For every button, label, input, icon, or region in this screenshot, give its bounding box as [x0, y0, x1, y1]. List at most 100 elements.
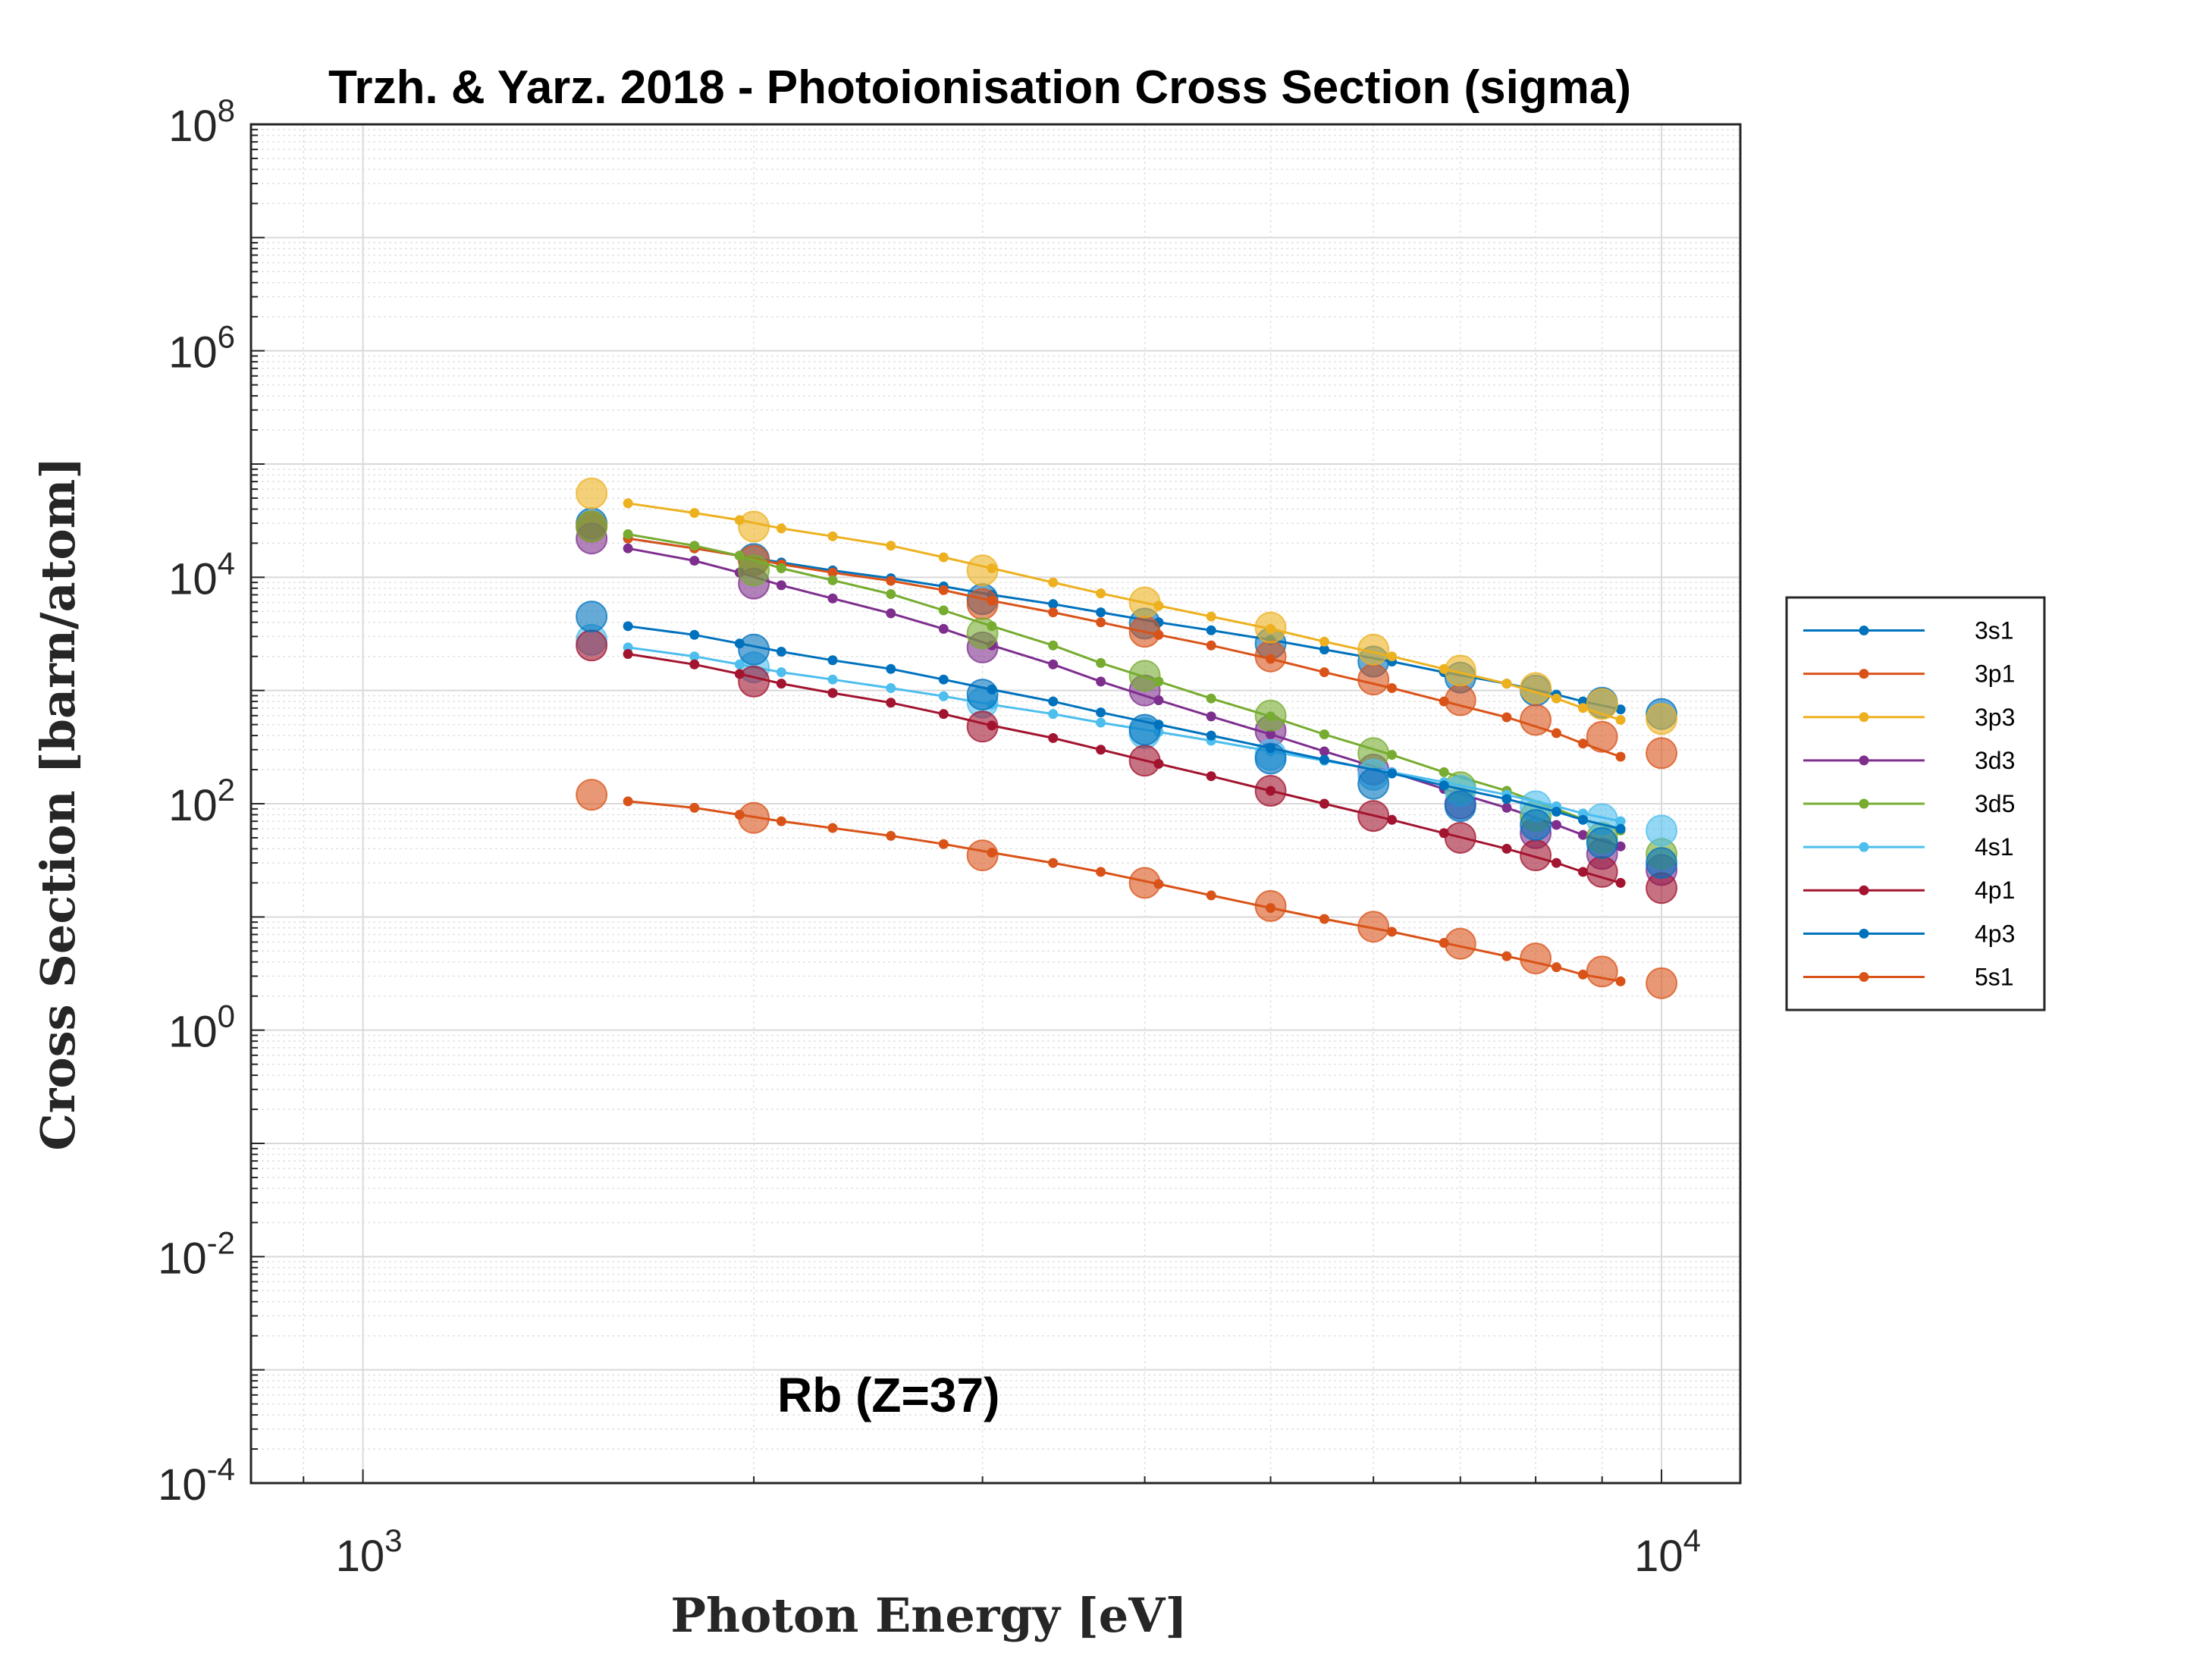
legend-label-4s1: 4s1	[1975, 833, 2014, 861]
data-point	[1577, 814, 1588, 825]
y-tick-label: 104	[168, 545, 235, 604]
reference-marker	[1586, 688, 1618, 720]
reference-marker	[1520, 704, 1552, 736]
data-point	[1206, 730, 1216, 741]
data-point	[1577, 969, 1588, 980]
legend-entries: 3s1 3p1 3p3 3d3 3d5 4s1 4p1 4p3 5s1	[1803, 617, 2015, 990]
reference-marker	[576, 601, 608, 633]
data-point	[1319, 746, 1329, 757]
reference-marker	[1646, 967, 1678, 999]
reference-marker	[1444, 790, 1476, 823]
data-point	[776, 679, 786, 689]
data-point	[623, 621, 633, 632]
series-4p3	[576, 601, 1678, 880]
data-point	[1048, 659, 1059, 670]
data-point	[1048, 607, 1059, 618]
data-point	[623, 796, 633, 807]
data-point	[938, 623, 949, 634]
data-point	[827, 688, 838, 698]
legend-marker-3s1	[1859, 626, 1869, 636]
series-line-4p3	[627, 625, 1621, 830]
reference-marker	[1357, 911, 1390, 943]
series-5s1	[576, 779, 1678, 999]
data-point	[1206, 890, 1216, 901]
legend-marker-5s1	[1859, 971, 1869, 982]
reference-marker	[1444, 654, 1476, 687]
data-point	[1048, 732, 1059, 743]
y-tick-label: 100	[168, 999, 235, 1057]
reference-marker	[576, 629, 608, 662]
reference-marker	[576, 779, 608, 811]
data-point	[1551, 858, 1561, 868]
data-point	[1439, 780, 1449, 791]
reference-marker	[1254, 699, 1287, 732]
legend-label-3p1: 3p1	[1975, 660, 2015, 688]
data-point	[1096, 676, 1106, 687]
legend-marker-4p1	[1859, 885, 1869, 895]
legend-label-3p3: 3p3	[1975, 704, 2015, 731]
data-point	[886, 830, 896, 841]
reference-marker	[1128, 867, 1161, 899]
y-tick-label: 10-4	[158, 1451, 235, 1510]
data-point	[1206, 693, 1216, 704]
reference-marker	[1357, 800, 1390, 833]
y-axis-label: Cross Section [barn/atom]	[30, 456, 86, 1150]
reference-marker	[1254, 640, 1287, 673]
legend-marker-3p3	[1859, 712, 1869, 723]
data-point	[1319, 729, 1329, 739]
x-tick-label: 104	[1634, 1523, 1701, 1581]
legend-label-3d3: 3d3	[1975, 747, 2015, 774]
data-point	[623, 649, 633, 660]
reference-marker	[1444, 684, 1476, 717]
data-point	[1048, 640, 1059, 651]
data-point	[1206, 611, 1216, 622]
data-point	[623, 543, 633, 554]
data-point	[1439, 767, 1449, 777]
data-point	[689, 629, 700, 640]
reference-marker	[1586, 955, 1618, 988]
reference-marker	[1357, 633, 1390, 666]
data-point	[1387, 651, 1398, 662]
data-point	[1319, 798, 1329, 809]
legend-marker-4s1	[1859, 842, 1869, 852]
reference-marker	[1357, 767, 1390, 800]
data-point	[1206, 711, 1216, 722]
x-axis-label: Photon Energy [eV]	[670, 1588, 1187, 1643]
data-point	[689, 802, 700, 813]
reference-marker	[966, 679, 999, 711]
y-tick-label: 106	[168, 319, 235, 378]
data-point	[1048, 599, 1059, 610]
data-point	[1048, 696, 1059, 707]
data-point	[1615, 704, 1626, 715]
legend-label-3d5: 3d5	[1975, 790, 2015, 817]
data-point	[827, 823, 838, 833]
data-point	[1096, 657, 1106, 668]
data-point	[886, 698, 896, 708]
data-point	[1048, 858, 1059, 868]
data-point	[1501, 679, 1512, 689]
data-point	[1096, 707, 1106, 718]
data-point	[938, 552, 949, 563]
data-point	[776, 816, 786, 826]
data-point	[623, 529, 633, 540]
series-4p1	[576, 629, 1678, 905]
data-point	[1615, 877, 1626, 888]
reference-marker	[1128, 660, 1161, 692]
data-point	[1206, 625, 1216, 635]
data-point	[689, 651, 700, 662]
reference-marker	[966, 554, 999, 587]
reference-marker	[1128, 745, 1161, 777]
data-point	[827, 575, 838, 585]
reference-marker	[1444, 927, 1476, 960]
reference-marker	[1254, 611, 1287, 644]
data-point	[776, 523, 786, 534]
data-point	[1096, 717, 1106, 728]
data-point	[1551, 728, 1561, 739]
data-point	[1206, 771, 1216, 782]
reference-marker	[738, 554, 770, 587]
reference-marker	[1128, 713, 1161, 746]
data-point	[1577, 867, 1588, 877]
legend-marker-3d5	[1859, 798, 1869, 809]
data-point	[1577, 703, 1588, 713]
